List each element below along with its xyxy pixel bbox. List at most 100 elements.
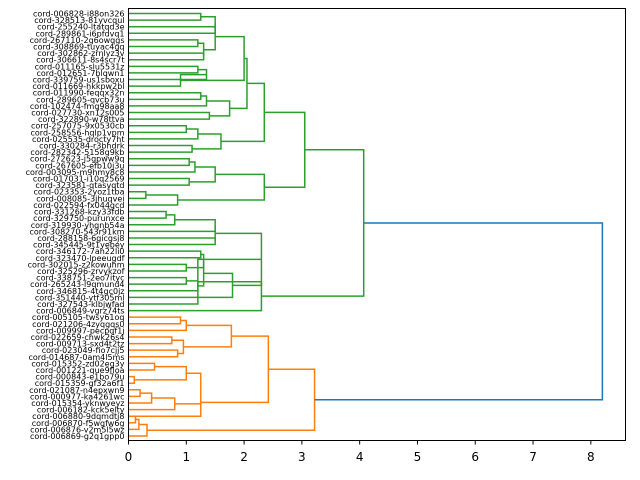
leaf-label: cord-288158-6gicgsj8: [37, 234, 124, 243]
dendrogram-link: [128, 39, 199, 48]
leaf-label: cord-327543-klbjwfad: [37, 300, 124, 309]
dendrogram-link: [128, 349, 179, 358]
leaf-label: cord-023049-fio7cjj5: [42, 346, 125, 355]
dendrogram-link: [128, 177, 190, 186]
x-tick-label: 6: [471, 450, 479, 464]
dendrogram-link: [203, 23, 216, 51]
leaf-label: cord-282342-5158g9kb: [30, 148, 124, 157]
dendrogram-link: [128, 263, 188, 272]
leaf-label: cord-003095-m9hmy8c8: [26, 168, 125, 177]
leaf-label: cord-330284-r3bhdrk: [39, 142, 125, 151]
x-tick-label: 0: [125, 450, 133, 464]
dendrogram-link: [197, 42, 205, 57]
dendrogram-link: [128, 25, 216, 35]
leaf-label: cord-289605-qvcb73u: [36, 95, 124, 104]
dendrogram-link: [128, 144, 193, 153]
dendrogram-link: [128, 91, 202, 101]
leaf-label: cord-308270-543r91km: [30, 227, 125, 236]
dendrogram-link: [128, 128, 199, 140]
dendrogram-link: [128, 375, 136, 384]
leaf-label: cord-000977-ka4261wc: [30, 392, 125, 401]
dendrogram-link: [128, 161, 196, 173]
leaf-label: cord-011990-feqqx32n: [33, 89, 125, 98]
leaf-label: cord-325296-zrvykzof: [37, 267, 125, 276]
leaf-label: cord-306611-8s4scr7t: [36, 56, 124, 65]
dendrogram-link: [128, 237, 216, 246]
leaf-label: cord-021206-4zyqgqs0: [32, 320, 124, 329]
leaf-label: cord-017031-i10q2569: [33, 175, 125, 184]
dendrogram-link: [128, 316, 182, 325]
leaf-label: cord-012651-7blqwn1: [36, 69, 124, 78]
leaf-label: cord-257075-9x0530cb: [31, 122, 125, 131]
leaf-label: cord-319930-yhqnb54a: [31, 221, 125, 230]
leaf-label: cord-006876-v2m5l5wz: [30, 425, 124, 434]
leaf-label: cord-011165-slu5531z: [35, 62, 125, 71]
x-axis: 0 1 2 3 4 5 6 7 8: [125, 440, 595, 464]
leaf-label: cord-009713-sxd4t2tz: [36, 340, 124, 349]
leaf-label: cord-258556-hqlp1vpm: [31, 128, 125, 137]
x-tick-label: 3: [298, 450, 306, 464]
leaf-label: cord-255240-ltatqd3e: [37, 23, 124, 32]
dendrogram-link: [128, 157, 190, 167]
dendrogram-link: [174, 372, 202, 405]
dendrogram-link: [128, 65, 199, 74]
dendrogram-link: [200, 335, 270, 404]
leaf-label: cord-346815-4t4gc0jz: [36, 287, 124, 296]
dendrogram-link: [128, 389, 141, 398]
leaf-label: cord-265243-l9qmund4: [30, 280, 124, 289]
dendrogram-link: [128, 190, 147, 200]
dendrogram-link: [128, 210, 167, 219]
leaf-label: cord-267110-2g6owqgs: [30, 36, 125, 45]
leaf-label: cord-331268-kzy33fdb: [34, 208, 125, 217]
leaf-label: cord-006849-vgrz74ts: [36, 307, 124, 316]
dendrogram-link: [128, 250, 202, 259]
leaf-label: cord-289861-i6pfdvq1: [35, 29, 124, 38]
leaf-label: cord-102474-fmq98aa8: [30, 102, 125, 111]
leaf-labels: cord-006828-i88on326cord-328513-81yvcqul…: [26, 10, 125, 442]
dendrogram-link: [128, 272, 234, 299]
leaf-label: cord-001221-que9floa: [36, 366, 125, 375]
dendrogram-link: [128, 423, 148, 437]
leaf-label: cord-272623-j5gpww9q: [30, 155, 125, 164]
dendrogram-link: [128, 276, 188, 285]
dendrogram-link: [189, 166, 216, 183]
leaf-label: cord-022594-fx044gcd: [33, 201, 124, 210]
dendrogram-link: [128, 95, 208, 107]
x-tick-label: 1: [182, 450, 190, 464]
dendrogram-link: [128, 111, 211, 120]
leaf-label: cord-351440-ytf305ml: [35, 293, 125, 302]
leaf-label: cord-302015-z2kowuhm: [28, 260, 125, 269]
leaf-label: cord-015352-zd02eg3y: [31, 359, 124, 368]
leaf-label: cord-000843-e1bo79u: [35, 373, 124, 382]
dendrogram-link: [171, 339, 185, 355]
leaf-label: cord-006870-f5wgfw6g: [32, 419, 125, 428]
x-tick-label: 5: [414, 450, 422, 464]
leaf-label: cord-011669-hkkpw2bl: [32, 82, 124, 91]
plot-frame: [128, 8, 626, 441]
x-tick-label: 8: [587, 450, 595, 464]
leaf-label: cord-329750-purunxce: [33, 214, 124, 223]
dendrogram-link: [186, 253, 205, 269]
dendrogram-link: [215, 232, 263, 287]
leaf-label: cord-015354-yknwveyz: [31, 399, 124, 408]
leaf-label: cord-009997-pecpqf1j: [36, 326, 125, 335]
leaf-label: cord-005105-twsy61oq: [32, 313, 125, 322]
dendrogram-link: [146, 368, 316, 431]
dendrogram-link: [192, 133, 222, 150]
leaf-label: cord-027730-xn12s005: [31, 109, 124, 118]
dendrogram-link: [128, 319, 188, 332]
leaf-label: cord-025535-drocty7ht: [32, 135, 124, 144]
dendrogram-link: [128, 415, 137, 424]
leaf-label: cord-302862-zrnlyz3v: [37, 49, 124, 58]
dendrogram-links: [128, 12, 604, 437]
leaf-label: cord-006182-kck5elty: [37, 406, 125, 415]
leaf-label: cord-006869-g2q1gpp0: [30, 432, 125, 441]
leaf-label: cord-322890-w78ttva: [38, 115, 125, 124]
leaf-label: cord-006880-9dqmdtj8: [32, 412, 124, 421]
dendrogram-link: [128, 388, 202, 417]
dendrogram-link: [314, 222, 604, 401]
leaf-label: cord-015359-gf32a6f1: [35, 379, 125, 388]
dendrogram-link: [128, 418, 140, 431]
leaf-label: cord-006828-i88on326: [33, 10, 124, 19]
leaf-label: cord-267605-efb10j3u: [35, 161, 124, 170]
